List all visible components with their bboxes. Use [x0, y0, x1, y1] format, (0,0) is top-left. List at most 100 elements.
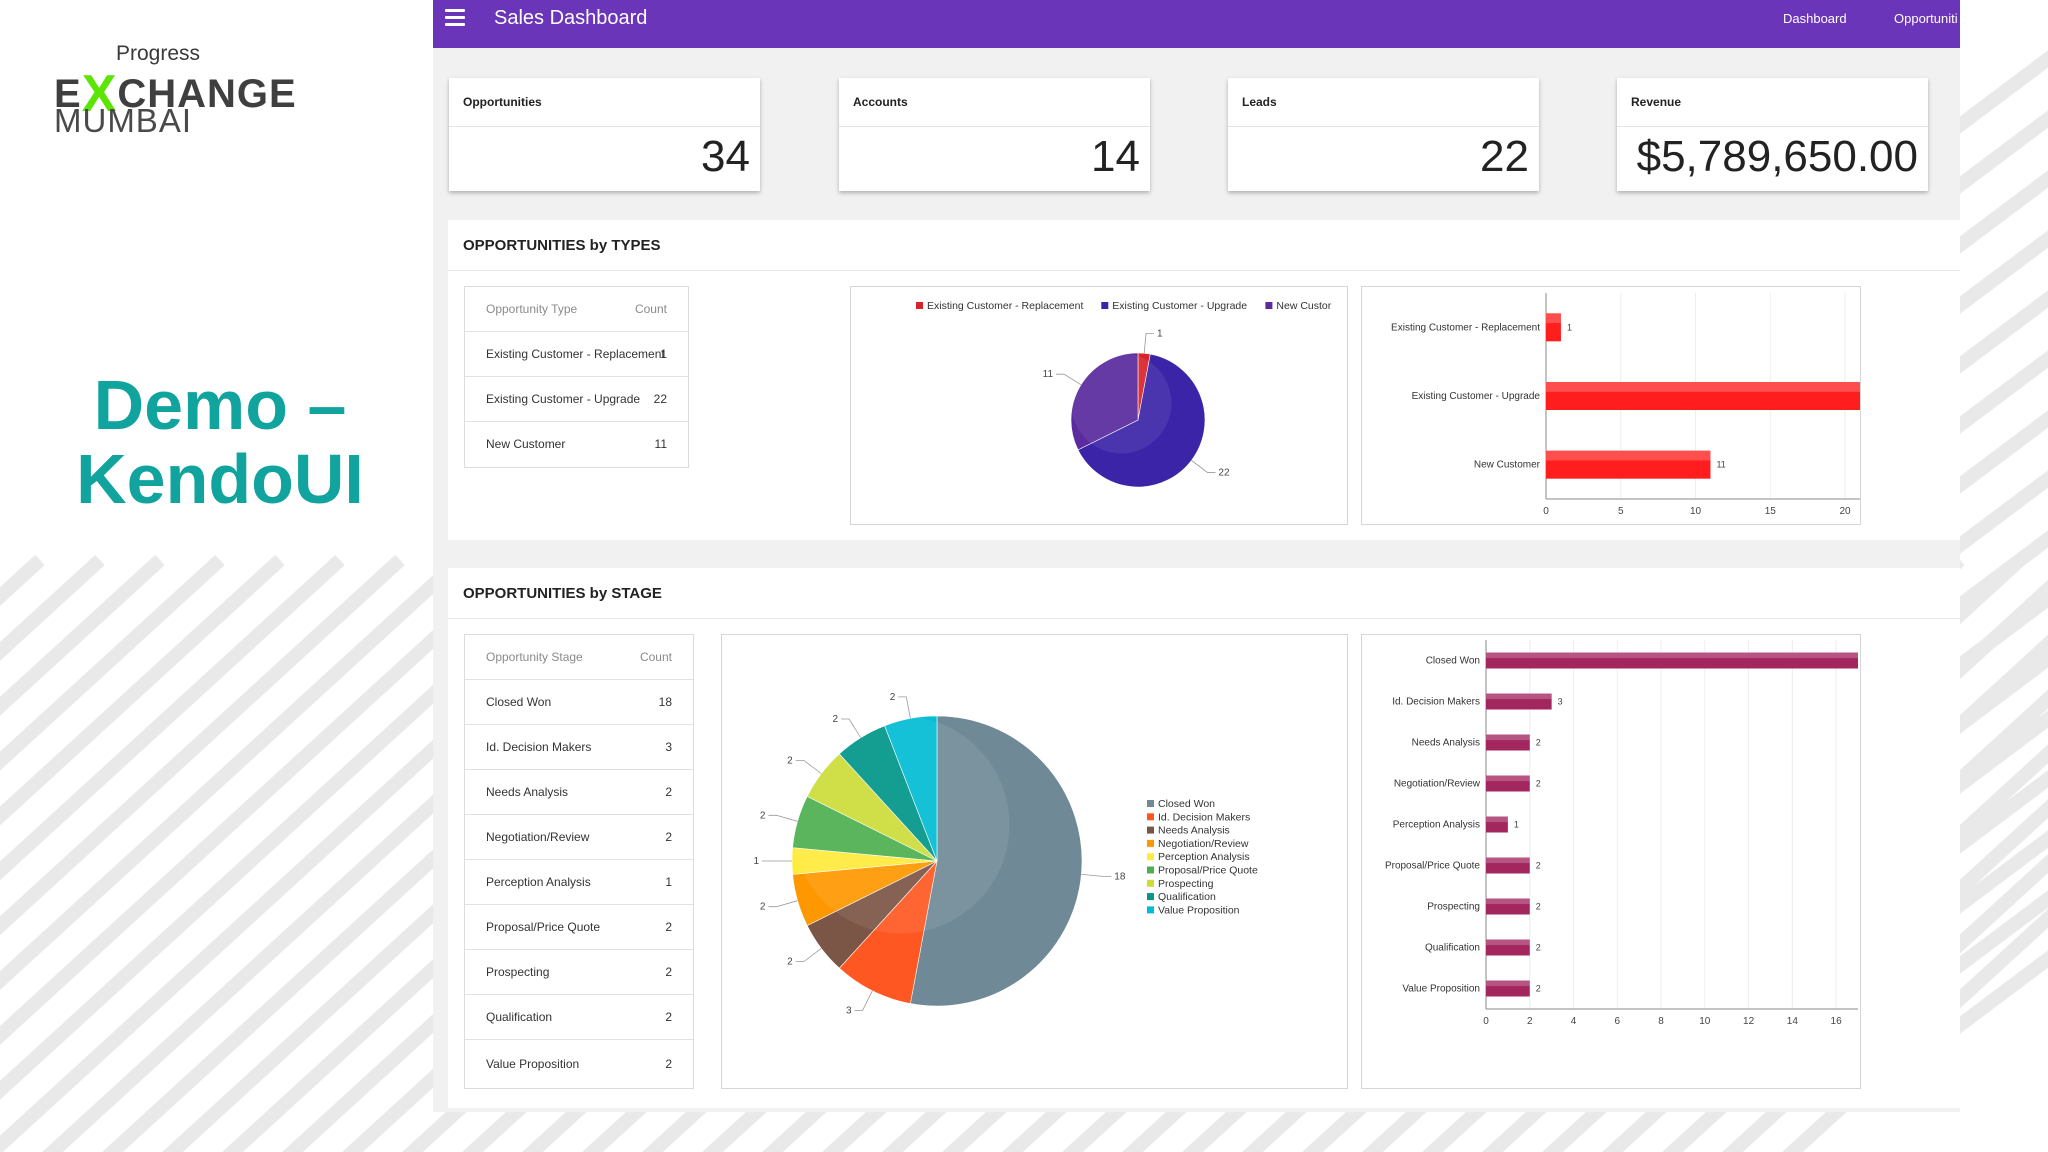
bar [1486, 939, 1530, 956]
background-stripe [1935, 950, 2048, 1046]
kpi-card-label: Accounts [853, 95, 908, 109]
background-stripe [1935, 110, 2048, 206]
nav-link-opportunities[interactable]: Opportuniti [1894, 11, 1958, 26]
kpi-card-label: Opportunities [463, 95, 542, 109]
types-panel: OPPORTUNITIES by TYPES Opportunity Type … [448, 220, 1960, 540]
bar-data-label: 11 [1716, 460, 1725, 470]
bar-highlight [1486, 816, 1508, 823]
x-tick-label: 5 [1618, 506, 1624, 517]
cell-count: 1 [660, 347, 667, 361]
table-row[interactable]: Existing Customer - Replacement 1 [465, 332, 688, 377]
cell-count: 1 [665, 875, 672, 889]
table-row[interactable]: Closed Won 18 [465, 680, 693, 725]
table-row[interactable]: Qualification 2 [465, 995, 693, 1040]
cell-type: Existing Customer - Upgrade [486, 392, 641, 406]
legend-swatch [1147, 826, 1154, 834]
table-row[interactable]: Value Proposition 2 [465, 1040, 693, 1087]
cell-type: Existing Customer - Replacement [486, 347, 665, 361]
bar-data-label: 2 [1536, 779, 1541, 789]
background-stripe [1935, 230, 2048, 326]
cell-stage: Proposal/Price Quote [486, 920, 601, 934]
logo-exchange-text: EXCHANGE [54, 65, 297, 123]
background-stripe [0, 554, 525, 1045]
x-tick-label: 0 [1483, 1016, 1489, 1027]
legend-swatch [1147, 853, 1154, 861]
table-row[interactable]: Prospecting 2 [465, 950, 693, 995]
table-header-row: Opportunity Type Count [465, 287, 688, 332]
x-tick-label: 8 [1658, 1016, 1664, 1027]
x-tick-label: 16 [1831, 1016, 1843, 1027]
stage-panel: OPPORTUNITIES by STAGE Opportunity Stage… [448, 568, 1960, 1108]
bar-highlight [1486, 693, 1552, 700]
bar [1486, 898, 1530, 915]
bar-highlight [1486, 980, 1530, 987]
cell-count: 2 [665, 1056, 672, 1071]
pie-gloss [792, 716, 1010, 934]
pie-data-label: 1 [753, 856, 759, 867]
bar-data-label: 2 [1536, 738, 1541, 748]
bar-data-label: 1 [1567, 322, 1572, 332]
x-tick-label: 6 [1615, 1016, 1621, 1027]
background-stripe [0, 554, 405, 936]
background-stripe [1935, 470, 2048, 566]
pie-leader-line [768, 900, 798, 908]
y-category-label: New Customer [1474, 460, 1541, 471]
y-category-label: Needs Analysis [1412, 738, 1480, 749]
bar [1486, 693, 1552, 710]
types-bar-chart: 0 5 10 15 20 Existing Customer - Replacement 1… [1391, 293, 1860, 517]
column-header[interactable]: Count [639, 650, 672, 664]
table-row[interactable]: Perception Analysis 1 [465, 860, 693, 905]
pie-data-label: 2 [760, 810, 766, 821]
legend-swatch [1147, 879, 1154, 887]
stage-bar-chart-box: 0 2 4 6 8 10 12 14 16 Closed Won Id. Decision Make… [1361, 634, 1861, 1089]
bar [1546, 313, 1561, 342]
table-row[interactable]: Id. Decision Makers 3 [465, 725, 693, 770]
legend-label: Closed Won [1158, 798, 1215, 810]
column-header[interactable]: Opportunity Stage [486, 650, 583, 664]
legend-label: Prospecting [1158, 878, 1214, 890]
stage-table: Opportunity Stage Count Closed Won 18 Id… [464, 634, 694, 1089]
table-row[interactable]: Needs Analysis 2 [465, 770, 693, 815]
hamburger-menu-icon[interactable] [445, 9, 465, 26]
legend-label: New Custor [1276, 300, 1331, 312]
stage-pie-chart-box: 18 3 2 2 1 2 2 2 2 Closed Won Id. Decision Makers N… [721, 634, 1348, 1089]
table-row[interactable]: Existing Customer - Upgrade 22 [465, 377, 688, 422]
table-row[interactable]: Negotiation/Review 2 [465, 815, 693, 860]
background-stripe [0, 554, 225, 771]
x-tick-label: 12 [1743, 1016, 1755, 1027]
legend-label: Needs Analysis [1158, 825, 1230, 837]
column-header[interactable]: Count [634, 302, 667, 316]
pie-leader-line [854, 990, 873, 1011]
pie-leader-line [841, 718, 862, 738]
x-tick-label: 15 [1765, 506, 1777, 517]
column-header[interactable]: Opportunity Type [486, 302, 578, 316]
cell-stage: Needs Analysis [486, 785, 569, 799]
pie-data-label: 2 [833, 714, 839, 725]
legend-swatch [1101, 302, 1109, 309]
bar-highlight [1486, 939, 1530, 946]
stage-panel-heading: OPPORTUNITIES by STAGE [463, 585, 662, 602]
app-toolbar: Sales Dashboard Dashboard Opportuniti [433, 0, 1960, 48]
background-stripe [1935, 710, 2048, 806]
pie-data-label: 2 [787, 755, 793, 766]
legend-label: Value Proposition [1158, 904, 1240, 916]
table-row[interactable]: Proposal/Price Quote 2 [465, 905, 693, 950]
background-stripe [0, 554, 345, 881]
cell-count: 2 [665, 965, 672, 979]
legend-label: Id. Decision Makers [1158, 811, 1250, 823]
cell-stage: Id. Decision Makers [486, 740, 592, 754]
bar [1486, 775, 1530, 792]
bar-data-label: 3 [1558, 697, 1563, 707]
bar [1486, 734, 1530, 751]
x-tick-label: 14 [1787, 1016, 1799, 1027]
kpi-card-leads: Leads 22 [1228, 78, 1539, 191]
table-row[interactable]: New Customer 11 [465, 422, 688, 466]
x-tick-label: 2 [1527, 1016, 1533, 1027]
background-stripe [1935, 650, 2048, 746]
types-table: Opportunity Type Count Existing Customer… [464, 286, 689, 468]
background-stripe [1935, 590, 2048, 686]
nav-link-dashboard[interactable]: Dashboard [1783, 11, 1847, 26]
kpi-card-value: 22 [1480, 132, 1529, 181]
kpi-card-value: 34 [701, 132, 750, 181]
pie-leader-line [1081, 873, 1112, 877]
